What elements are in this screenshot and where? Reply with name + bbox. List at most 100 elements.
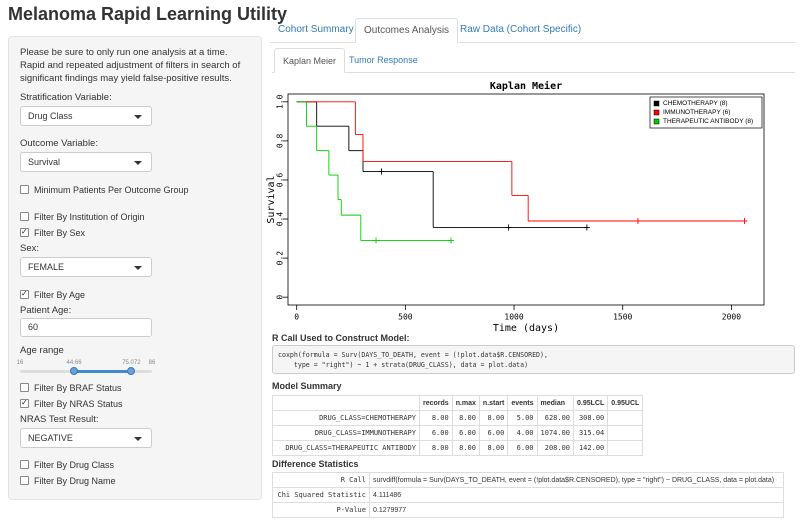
section-title: Model Summary <box>272 381 342 391</box>
app-title: Melanoma Rapid Learning Utility <box>8 4 288 24</box>
header-cell: n.max <box>451 395 480 411</box>
chart-title: Kaplan Meier <box>490 80 562 92</box>
checkbox-label: Filter By Sex <box>34 228 86 238</box>
censor-mark <box>373 237 380 244</box>
checkbox[interactable]: Minimum Patients Per Outcome Group <box>20 184 189 196</box>
slider-label: 86 <box>148 360 156 366</box>
row-label: DRUG_CLASS=CHEMOTHERAPY <box>272 410 420 426</box>
checkbox-box <box>20 383 29 392</box>
header-cell <box>272 395 420 411</box>
y-tick-label: 1.0 <box>276 94 285 109</box>
caret <box>134 115 142 119</box>
checkbox[interactable]: Filter By Drug Name <box>20 475 116 487</box>
y-axis-label: Survival <box>266 175 277 223</box>
x-tick-label: 1000 <box>504 313 523 322</box>
slider-handle[interactable] <box>70 367 79 375</box>
checkbox[interactable]: Filter By NRAS Status <box>20 397 123 410</box>
legend-swatch <box>653 109 660 116</box>
field-label: NRAS Test Result: <box>20 414 99 425</box>
code-line: coxph(formula = Surv(DAYS_TO_DEATH, even… <box>278 351 548 359</box>
cell: 4.111486 <box>369 487 784 503</box>
checkbox-box <box>20 226 29 238</box>
x-axis-label: Time (days) <box>493 323 559 334</box>
row-label: P-Value <box>272 502 370 518</box>
caret <box>134 161 142 165</box>
select[interactable]: FEMALE <box>20 257 152 277</box>
caret <box>134 266 142 270</box>
cell <box>607 425 644 441</box>
checkbox-label: Filter By Drug Class <box>34 460 115 470</box>
cell: 6.00 <box>451 425 480 441</box>
table-row: DRUG_CLASS=IMMUNOTHERAPY 6.00 6.00 6.00 4.00… <box>272 425 644 441</box>
difference-table: R Call survdiff(formula = Surv(DAYS_TO_DE… <box>272 472 784 518</box>
tab[interactable]: Outcomes Analysis <box>355 18 459 43</box>
cell: 6.00 <box>478 425 509 441</box>
table-row: Chi Squared Statistic 4.111486 <box>272 487 784 503</box>
subtab-line <box>272 72 795 73</box>
checkbox[interactable]: Filter By Sex <box>20 226 86 239</box>
x-tick-label: 2000 <box>722 313 741 322</box>
censor-mark <box>583 224 590 231</box>
table-row: P-Value 0.1279977 <box>272 502 784 518</box>
checkbox[interactable]: Filter By Drug Class <box>20 459 114 471</box>
slider-range <box>74 370 132 373</box>
tab[interactable]: Cohort Summary <box>278 24 354 35</box>
cell: 5.00 <box>507 410 538 426</box>
select[interactable]: Drug Class <box>20 106 152 126</box>
slider-label: 75.072 <box>122 360 141 366</box>
legend-label: CHEMOTHERAPY (8) <box>663 100 728 107</box>
slider-handle[interactable] <box>127 367 136 375</box>
checkbox[interactable]: Filter By Age <box>20 288 85 301</box>
subtab[interactable]: Tumor Response <box>349 55 418 65</box>
note: Please be sure to only run one analysis … <box>20 47 241 84</box>
row-label: DRUG_CLASS=THERAPEUTIC ANTIBODY <box>272 440 420 456</box>
code-line: type = "right") ~ 1 + strata(DRUG_CLASS)… <box>278 361 529 369</box>
header-cell: records <box>419 395 453 411</box>
checkbox-box <box>20 185 29 194</box>
header-cell: 0.95LCL <box>573 395 609 411</box>
chart: Kaplan Meier 0 0.2 0.4 0.6 0.8 1.0 0 500 1000 1500… <box>266 80 765 334</box>
cell: 4.00 <box>507 425 538 441</box>
censor-mark <box>634 217 641 224</box>
field-label: Stratification Variable: <box>20 92 112 103</box>
checkbox-label: Filter By Institution of Origin <box>34 212 145 222</box>
cell: 8.00 <box>451 410 480 426</box>
slider-label: 44.66 <box>66 360 82 366</box>
cell: survdiff(formula = Surv(DAYS_TO_DEATH, e… <box>369 472 784 488</box>
km-curve <box>296 101 590 231</box>
checkbox-label: Filter By Drug Name <box>34 476 116 486</box>
cell <box>607 440 644 456</box>
table-row: R Call survdiff(formula = Surv(DAYS_TO_DE… <box>272 472 784 488</box>
checkbox-box <box>20 212 29 221</box>
cell <box>607 410 644 426</box>
subtab[interactable]: Kaplan Meier <box>274 48 346 73</box>
y-tick-label: 0.6 <box>276 173 285 188</box>
checkbox[interactable]: Filter By BRAF Status <box>20 382 122 394</box>
legend-box <box>649 96 763 129</box>
cell: 142.00 <box>573 440 609 456</box>
cell: 6.00 <box>507 440 538 456</box>
legend-label: IMMUNOTHERAPY (6) <box>663 109 730 116</box>
checkbox-label: Filter By NRAS Status <box>34 399 123 409</box>
cell: 208.00 <box>536 440 575 456</box>
km-curve <box>296 101 455 244</box>
tab[interactable]: Raw Data (Cohort Specific) <box>460 24 582 35</box>
select[interactable]: NEGATIVE <box>20 428 152 448</box>
model-summary-table: records n.max n.start events median 0.95LCL 0.… <box>272 395 644 456</box>
cell: 308.00 <box>573 410 609 426</box>
y-tick-label: 0.8 <box>276 133 285 148</box>
y-tick-label: 0.4 <box>276 212 285 227</box>
checkbox-label: Minimum Patients Per Outcome Group <box>34 185 189 195</box>
select-value: NEGATIVE <box>28 433 73 443</box>
header-cell: 0.95UCL <box>607 395 644 411</box>
checkbox[interactable]: Filter By Institution of Origin <box>20 211 145 223</box>
select[interactable]: Survival <box>20 152 152 172</box>
cell: 8.00 <box>419 440 453 456</box>
header-cell: n.start <box>478 395 509 411</box>
censor-mark <box>448 237 455 244</box>
censor-mark <box>378 168 385 175</box>
table-row: DRUG_CLASS=CHEMOTHERAPY 8.00 8.00 8.00 5.00 6… <box>272 410 644 426</box>
censor-mark <box>741 217 748 224</box>
number-input[interactable]: 60 <box>20 318 152 337</box>
checkbox-label: Filter By BRAF Status <box>34 383 122 393</box>
